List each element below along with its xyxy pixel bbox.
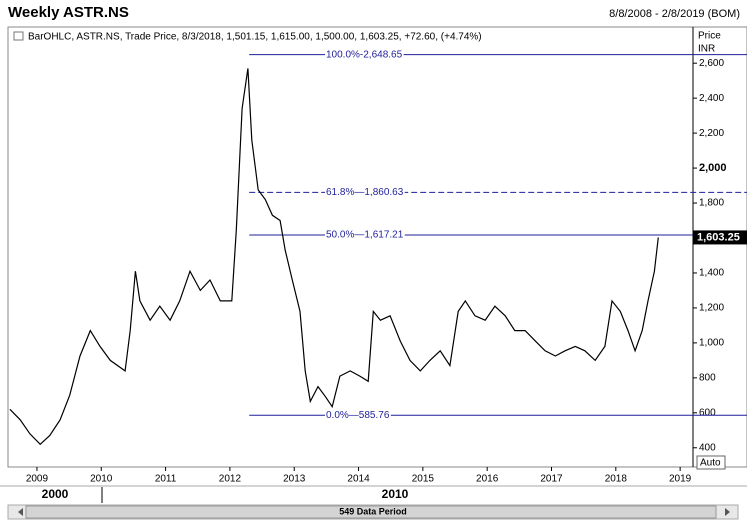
- x-tick-label: 2011: [155, 474, 177, 485]
- fib-label-bg: [325, 187, 405, 199]
- x-tick-label: 2009: [26, 474, 49, 485]
- plot-frame: [7, 26, 747, 468]
- scrollbar-thumb[interactable]: [25, 505, 717, 519]
- chart-title: Weekly ASTR.NS: [8, 4, 129, 21]
- price-line: [9, 68, 659, 446]
- fib-label: 100.0%-2,648.65: [326, 49, 403, 60]
- auto-button[interactable]: [696, 455, 726, 470]
- auto-button-label[interactable]: Auto: [700, 458, 721, 469]
- data-period: 549 Data Period: [339, 506, 407, 516]
- x-tick-label: 2010: [90, 474, 113, 485]
- y-tick-label: 800: [699, 372, 716, 383]
- fib-label-bg: [325, 409, 391, 421]
- last-price-label: 1,603.25: [697, 231, 740, 243]
- y-tick-label: 400: [699, 442, 716, 453]
- y-tick-label: 600: [699, 407, 716, 418]
- legend-text: BarOHLC, ASTR.NS, Trade Price, 8/3/2018,…: [28, 32, 482, 43]
- scroll-right[interactable]: [725, 508, 730, 516]
- y-tick-label: 1,800: [699, 198, 724, 209]
- decade-label: 2000: [42, 487, 69, 501]
- y-tick-label: 2,400: [699, 93, 724, 104]
- y-axis-label: Price: [698, 31, 721, 42]
- x-tick-label: 2018: [605, 474, 628, 485]
- fib-label-bg: [325, 49, 404, 61]
- date-range: 8/8/2008 - 2/8/2019 (BOM): [609, 8, 740, 20]
- x-tick-label: 2015: [412, 474, 435, 485]
- scroll-left[interactable]: [18, 508, 23, 516]
- fib-label: 50.0%—1,617.21: [326, 230, 404, 241]
- fib-label-bg: [325, 229, 405, 241]
- y-axis-unit: INR: [698, 44, 715, 55]
- x-tick-label: 2016: [476, 474, 499, 485]
- y-tick-label: 2,000: [699, 162, 727, 174]
- y-tick-label: 1,200: [699, 303, 724, 314]
- y-tick-label: 2,600: [699, 58, 724, 69]
- x-tick-label: 2012: [219, 474, 242, 485]
- legend-icon: [13, 31, 24, 41]
- y-tick-label: 2,200: [699, 128, 724, 139]
- fib-label: 0.0%—585.76: [326, 410, 390, 421]
- fib-label: 61.8%—1,860.63: [326, 187, 404, 198]
- y-tick-label: 1,000: [699, 338, 724, 349]
- x-tick-label: 2014: [347, 474, 370, 485]
- x-tick-label: 2017: [540, 474, 563, 485]
- last-price-box: [693, 230, 747, 245]
- decade-label: 2010: [382, 487, 409, 501]
- y-tick-label: 1,400: [699, 268, 724, 279]
- x-tick-label: 2019: [669, 474, 692, 485]
- x-tick-label: 2013: [283, 474, 306, 485]
